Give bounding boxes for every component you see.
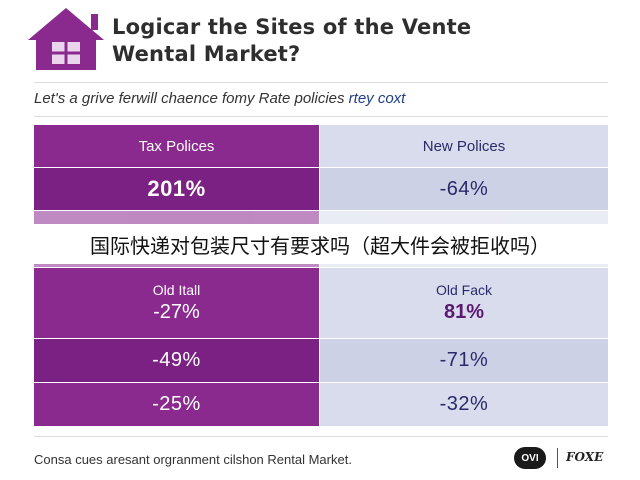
- footer-divider: [34, 436, 608, 437]
- badge-separator: [557, 448, 558, 468]
- house-logo-icon: [28, 8, 104, 70]
- cell-row3-left: Old Itall -27%: [34, 268, 319, 338]
- title-line-1: Logicar the Sites of the Vente: [112, 15, 472, 39]
- cell-row5-left: -25%: [34, 383, 319, 426]
- page-title: Logicar the Sites of the Vente Wental Ma…: [112, 14, 622, 68]
- col-header-tax-polices: Tax Polices: [34, 125, 319, 167]
- cell-row1-right: -64%: [320, 168, 608, 210]
- subtitle-accent: rtey coxt: [348, 90, 406, 107]
- cell-row3-left-value: -27%: [153, 301, 200, 323]
- title-line-2: Wental Market?: [112, 42, 301, 66]
- brand-badge-foxe: FOXE: [566, 450, 604, 464]
- cell-row3-right-value: 81%: [443, 301, 485, 323]
- title-divider: [34, 82, 608, 83]
- footer-caption: Consa cues aresant orgranment cilshon Re…: [34, 452, 352, 467]
- col-header-new-polices: New Polices: [320, 125, 608, 167]
- cell-row1-left: 201%: [34, 168, 319, 210]
- subtitle-main: Let's a grive ferwill chaence fomy Rate …: [34, 90, 349, 107]
- cell-row4-left: -49%: [34, 339, 319, 382]
- overlay-caption: 国际快递对包装尺寸有要求吗（超大件会被拒收吗）: [0, 224, 640, 264]
- cell-row5-right: -32%: [320, 383, 608, 426]
- sub-header-old-itall: Old Itall: [152, 282, 201, 298]
- sub-header-old-fack: Old Fack: [435, 282, 492, 298]
- cell-row3-right: Old Fack 81%: [320, 268, 608, 338]
- brand-badge-ovi: OVI: [514, 447, 546, 469]
- subtitle: Let's a grive ferwill chaence fomy Rate …: [34, 90, 614, 107]
- cell-row4-right: -71%: [320, 339, 608, 382]
- subtitle-divider: [34, 116, 608, 117]
